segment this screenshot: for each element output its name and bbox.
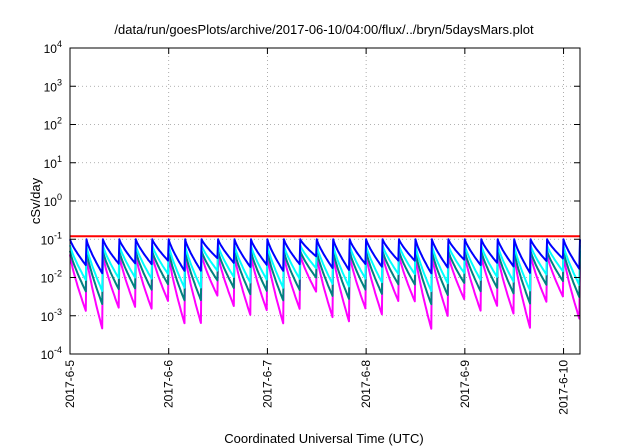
x-tick-label: 2017-6-6 bbox=[162, 360, 176, 408]
x-tick-label: 2017-6-8 bbox=[359, 360, 373, 408]
y-axis-label: cSv/day bbox=[28, 177, 43, 224]
series-group bbox=[69, 235, 581, 330]
x-axis-label: Coordinated Universal Time (UTC) bbox=[224, 431, 423, 446]
y-tick-label: 100 bbox=[44, 192, 62, 209]
y-tick-label: 10-1 bbox=[41, 230, 62, 247]
grid bbox=[70, 48, 580, 354]
series-line bbox=[69, 253, 581, 330]
chart-title: /data/run/goesPlots/archive/2017-06-10/0… bbox=[114, 22, 534, 37]
y-tick-label: 10-4 bbox=[41, 345, 62, 362]
x-tick-label: 2017-6-5 bbox=[63, 360, 77, 408]
x-tick-label: 2017-6-9 bbox=[458, 360, 472, 408]
series-line bbox=[69, 249, 581, 306]
axis-ticks: 10-4 10-3 10-2 10-1 100 101 102 103 104 2017-6-5 2… bbox=[41, 39, 580, 415]
y-tick-label: 10-3 bbox=[41, 307, 62, 324]
y-tick-label: 10-2 bbox=[41, 269, 62, 286]
x-tick-label: 2017-6-7 bbox=[260, 360, 274, 408]
y-tick-label: 101 bbox=[44, 154, 62, 171]
x-tick-label: 2017-6-10 bbox=[557, 360, 571, 415]
y-tick-label: 103 bbox=[44, 77, 62, 94]
series-line bbox=[69, 238, 581, 275]
y-tick-label: 102 bbox=[44, 116, 62, 133]
series-line bbox=[69, 244, 581, 293]
y-tick-label: 104 bbox=[44, 39, 62, 56]
